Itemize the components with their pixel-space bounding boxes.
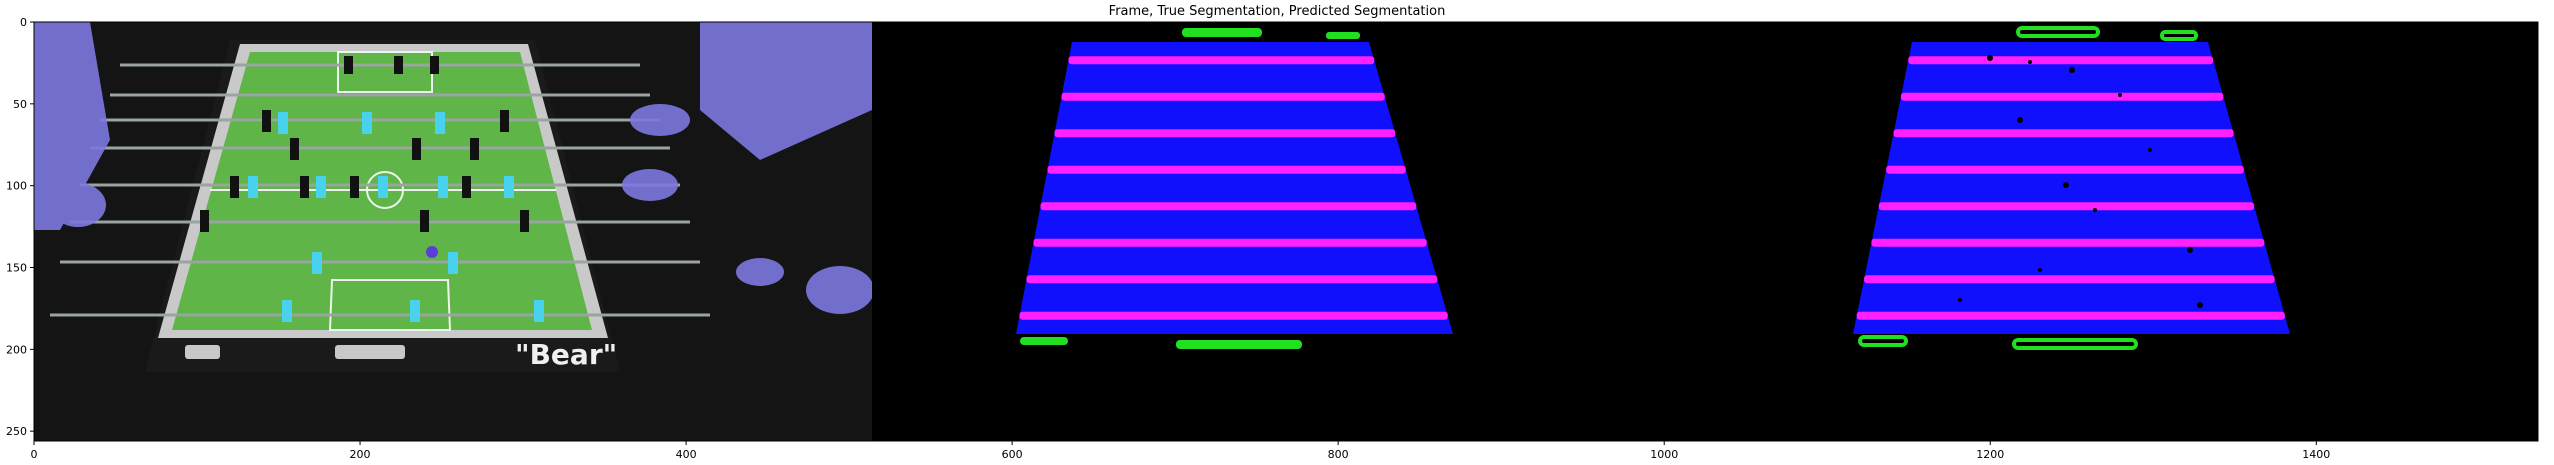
x-tick-label-0: 0: [31, 448, 38, 461]
predicted-rod-6: [1864, 275, 2275, 284]
predicted-rod-0: [1908, 56, 2214, 65]
predicted-rods: [1856, 56, 2285, 320]
x-tick-label-5: 1000: [1650, 448, 1678, 461]
x-tick-label-3: 600: [1002, 448, 1023, 461]
hands: [34, 22, 872, 314]
true-rods: [1019, 56, 1448, 320]
players-black: [200, 56, 529, 232]
chart-title: Frame, True Segmentation, Predicted Segm…: [1108, 4, 1446, 19]
x-axis: 0 200 400 600 800 1000 1200 1400: [31, 441, 2330, 461]
y-tick-label-5: 250: [6, 425, 27, 438]
predicted-rod-2: [1893, 129, 2234, 138]
y-tick-label-0: 0: [20, 16, 27, 29]
y-tick-label-4: 200: [6, 343, 27, 356]
true-rod-2: [1054, 129, 1396, 138]
true-rod-4: [1040, 202, 1417, 211]
x-tick-label-4: 800: [1328, 448, 1349, 461]
ball: [426, 246, 438, 258]
predicted-rod-5: [1871, 238, 2265, 247]
x-tick-label-6: 1200: [1976, 448, 2004, 461]
true-rod-1: [1061, 92, 1385, 101]
score-beads: [185, 345, 405, 359]
bear-label: "Bear": [515, 338, 617, 371]
predicted-segmentation-panel: [1853, 26, 2290, 350]
true-rod-3: [1047, 165, 1406, 174]
predicted-rod-7: [1856, 311, 2285, 320]
predicted-field: [1853, 42, 2290, 334]
true-goals: [1020, 28, 1360, 349]
true-rod-0: [1068, 56, 1375, 65]
y-tick-label-2: 100: [6, 180, 27, 193]
players-blue: [248, 112, 544, 322]
x-tick-label-7: 1400: [2302, 448, 2330, 461]
x-tick-label-2: 400: [676, 448, 697, 461]
y-axis: 0 50 100 150 200 250: [6, 16, 34, 438]
predicted-rod-3: [1886, 165, 2244, 174]
predicted-rod-1: [1900, 92, 2224, 101]
predicted-rod-4: [1878, 202, 2255, 211]
true-field: [1016, 42, 1453, 334]
true-rod-7: [1019, 311, 1448, 320]
axes-frame: [33, 21, 2539, 442]
true-rod-6: [1026, 275, 1438, 284]
y-tick-label-1: 50: [13, 98, 27, 111]
true-segmentation-panel: [1016, 28, 1453, 349]
x-tick-label-1: 200: [350, 448, 371, 461]
predicted-goals: [1858, 26, 2198, 350]
predicted-noise: [1958, 55, 2203, 308]
y-tick-label-3: 150: [6, 262, 27, 275]
true-rod-5: [1033, 238, 1427, 247]
frame-panel: "Bear": [34, 22, 872, 441]
